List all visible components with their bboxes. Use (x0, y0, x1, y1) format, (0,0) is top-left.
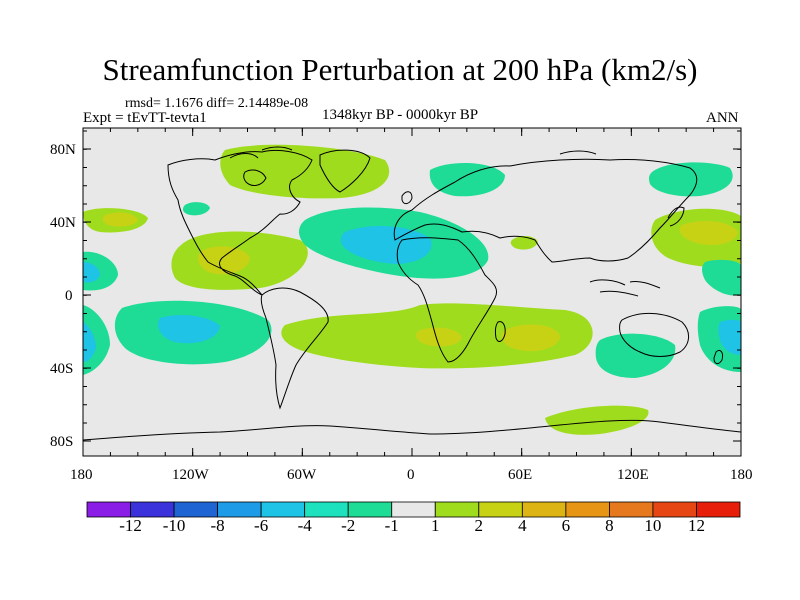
anomaly-north-atlantic-core (341, 226, 432, 264)
colorbar-box (521, 501, 567, 518)
coast-africa (396, 237, 498, 363)
coast-eurasia (393, 158, 698, 263)
coast-hudson-bay (243, 169, 267, 186)
colorbar (86, 501, 741, 518)
x-tick-180e: 180 (730, 467, 753, 483)
coast-indonesia (589, 279, 661, 297)
colorbar-label: 1 (431, 516, 440, 535)
anomaly-arabia (510, 236, 538, 250)
anomaly-southeast-pacific-core (158, 315, 220, 344)
colorbar-box (434, 501, 480, 518)
colorbar-box (260, 501, 306, 518)
anomaly-east-edge-tropics (702, 259, 741, 296)
plot-background (83, 128, 741, 456)
coast-south-america (260, 287, 329, 410)
x-tick-120e: 120E (617, 467, 649, 483)
colorbar-label: -1 (384, 516, 399, 535)
colorbar-box (173, 501, 218, 518)
colorbar-box (217, 501, 262, 518)
colorbar-box (696, 501, 741, 518)
anomaly-west-edge-tropics-core (83, 262, 100, 283)
colorbar-box (304, 501, 349, 518)
anomaly-scandinavia (429, 163, 505, 197)
axis-ticks (82, 128, 742, 456)
coast-north-america (167, 149, 313, 296)
x-tick-120w: 120W (172, 467, 209, 483)
experiment-label: Expt = tEvTT-tevta1 (83, 110, 207, 126)
coast-japan (667, 206, 685, 227)
stats-text: rmsd= 1.1676 diff= 2.14489e-08 (125, 96, 309, 111)
colorbar-box (391, 501, 436, 518)
anomaly-central-pacific-north-core (103, 212, 138, 227)
x-tick-60w: 60W (287, 467, 317, 483)
colorbar-label: -10 (162, 516, 186, 535)
coast-uk (401, 191, 413, 205)
coast-antarctica (83, 419, 741, 441)
coast-new-zealand (713, 349, 723, 365)
x-tick-60e: 60E (508, 467, 533, 483)
y-tick-0: 0 (65, 288, 73, 304)
period-label: 1348kyr BP - 0000kyr BP (322, 107, 479, 123)
colorbar-label: -12 (119, 516, 142, 535)
y-tick-80s: 80S (50, 434, 74, 450)
anomaly-south-atlantic-core (416, 327, 462, 347)
colorbar-label: 10 (644, 516, 662, 535)
contour-field (83, 128, 741, 456)
anomaly-kamchatka (648, 162, 733, 197)
colorbar-label: 8 (605, 516, 614, 535)
anomaly-antarctic (545, 405, 649, 435)
colorbar-label: 6 (561, 516, 571, 535)
y-tick-40n: 40N (50, 215, 76, 231)
colorbar-label: -6 (254, 516, 269, 535)
anomaly-east-pacific-core (198, 246, 250, 275)
anomaly-east-edge-south-core (718, 319, 741, 355)
x-tick-0: 0 (407, 467, 415, 483)
coast-madagascar (494, 321, 506, 342)
anomaly-south-indian-core (501, 324, 560, 352)
y-tick-80n: 80N (50, 142, 76, 158)
colorbar-label: 12 (687, 516, 705, 535)
coastlines (83, 146, 741, 441)
colorbar-label: -8 (210, 516, 225, 535)
x-tick-180w: 180 (70, 467, 93, 483)
colorbar-box (609, 501, 654, 518)
anomaly-pacific-north-small (182, 202, 210, 216)
season-label: ANN (706, 110, 739, 126)
colorbar-label: -2 (341, 516, 356, 535)
coast-arctic-islands (229, 146, 597, 159)
anomaly-australia-south (595, 333, 676, 378)
figure-title: Streamfunction Perturbation at 200 hPa (… (102, 52, 698, 87)
colorbar-box (652, 501, 697, 518)
colorbar-label: 2 (474, 516, 484, 535)
colorbar-box (130, 501, 175, 518)
colorbar-box (347, 501, 393, 518)
colorbar-box (478, 501, 523, 518)
colorbar-label: -4 (297, 516, 312, 535)
anomaly-nw-pacific-core (679, 220, 738, 245)
coast-australia (619, 312, 689, 357)
y-tick-40s: 40S (50, 361, 74, 377)
colorbar-label: 4 (518, 516, 527, 535)
colorbar-box (86, 501, 131, 518)
coast-greenland (319, 149, 371, 193)
colorbar-box (565, 501, 610, 518)
